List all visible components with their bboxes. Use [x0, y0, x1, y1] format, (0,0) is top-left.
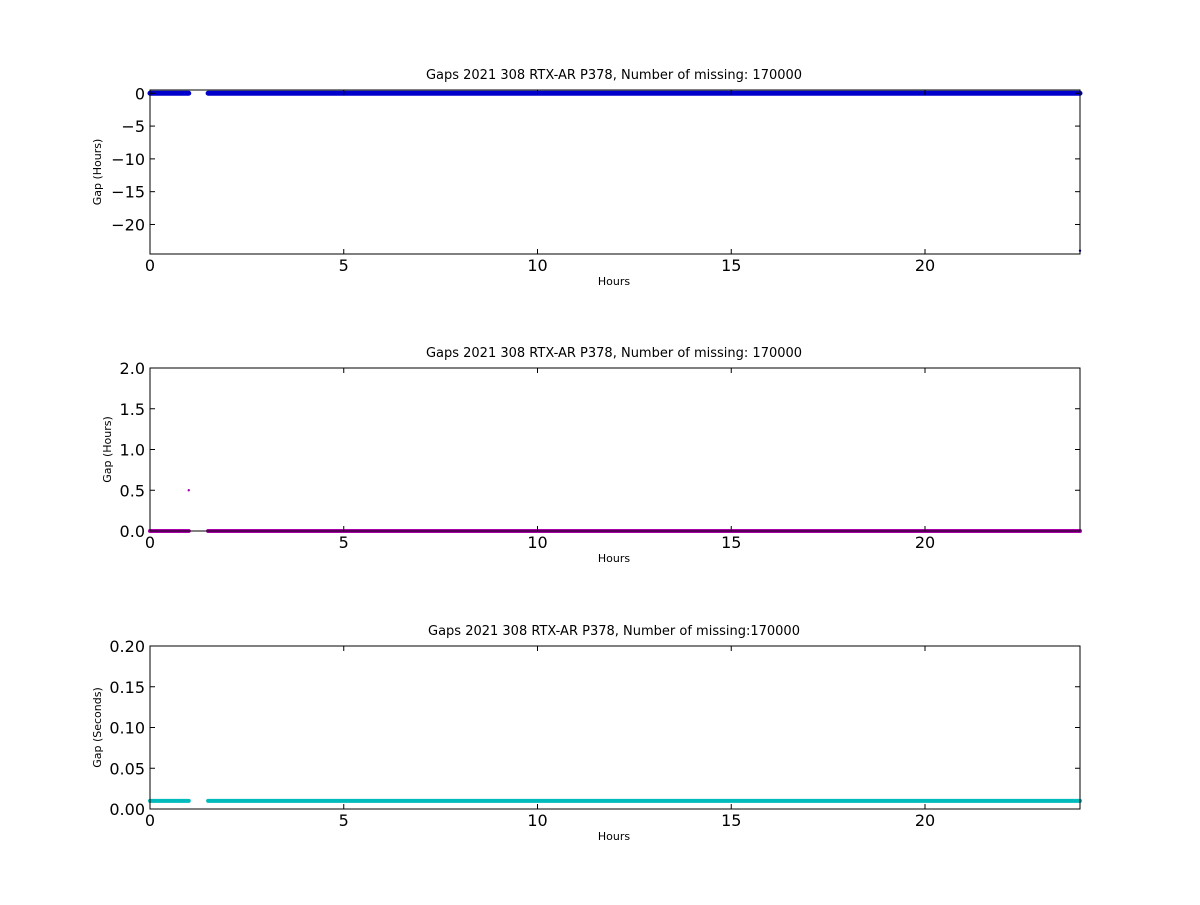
plot-frame: [149, 89, 1081, 255]
y-tick-label: 1.0: [120, 441, 145, 460]
y-tick-label: 1.5: [120, 400, 145, 419]
y-tick-label: −20: [111, 215, 145, 234]
x-tick-label: 15: [721, 256, 741, 275]
subplot-2: 0 5 10 15 20 0.0 0.5 1.0 1.5 2.0 Gaps 2021 308 RTX…: [101, 346, 1082, 565]
x-tick-label: 15: [721, 533, 741, 552]
y-tick-label: 0.05: [109, 759, 145, 778]
y-tick-label: −15: [111, 183, 145, 202]
chart-title: Gaps 2021 308 RTX-AR P378, Number of mis…: [426, 68, 802, 83]
y-axis-label: Gap (Hours): [101, 416, 114, 483]
data-point-1: [187, 489, 190, 492]
x-tick-label: 0: [145, 811, 155, 830]
x-axis-label: Hours: [598, 830, 630, 843]
y-tick-label: 0: [135, 84, 145, 103]
y-axis-label: Gap (Hours): [91, 139, 104, 206]
y-tick-label: 0.5: [120, 481, 145, 500]
x-tick-label: 20: [915, 811, 935, 830]
x-tick-label: 20: [915, 533, 935, 552]
x-tick-label: 5: [339, 256, 349, 275]
x-tick-label: 0: [145, 256, 155, 275]
x-tick-label: 10: [527, 811, 547, 830]
x-axis-label: Hours: [598, 275, 630, 288]
y-tick-label: 0.00: [109, 800, 145, 819]
y-tick-label: 0.20: [109, 637, 145, 656]
chart-title: Gaps 2021 308 RTX-AR P378, Number of mis…: [428, 624, 800, 639]
y-tick-label: 2.0: [120, 359, 145, 378]
y-tick-label: 0.15: [109, 678, 145, 697]
data-marks: [148, 489, 1082, 533]
y-tick-label: −10: [111, 150, 145, 169]
x-axis-label: Hours: [598, 552, 630, 565]
y-tick-label: 0.10: [109, 719, 145, 738]
plot-frame: [149, 367, 1081, 532]
y-tick-label: 0.0: [120, 522, 145, 541]
data-marks: [147, 90, 1083, 252]
x-tick-label: 15: [721, 811, 741, 830]
x-tick-label: 20: [915, 256, 935, 275]
plot-frame: [149, 645, 1081, 810]
y-tick-label: −5: [121, 117, 145, 136]
x-tick-label: 10: [527, 256, 547, 275]
chart-title: Gaps 2021 308 RTX-AR P378, Number of mis…: [426, 346, 802, 361]
x-tick-label: 10: [527, 533, 547, 552]
x-tick-label: 5: [339, 533, 349, 552]
subplot-3: 0 5 10 15 20 0.00 0.05 0.10 0.15 0.20 Gaps 2021 30…: [91, 624, 1082, 843]
y-axis-label: Gap (Seconds): [91, 687, 104, 768]
subplot-1: 0 5 10 15 20 0 −5 −10 −15 −20 Gaps 2021 308 RTX-AR…: [91, 68, 1083, 288]
x-tick-label: 0: [145, 533, 155, 552]
x-tick-label: 5: [339, 811, 349, 830]
